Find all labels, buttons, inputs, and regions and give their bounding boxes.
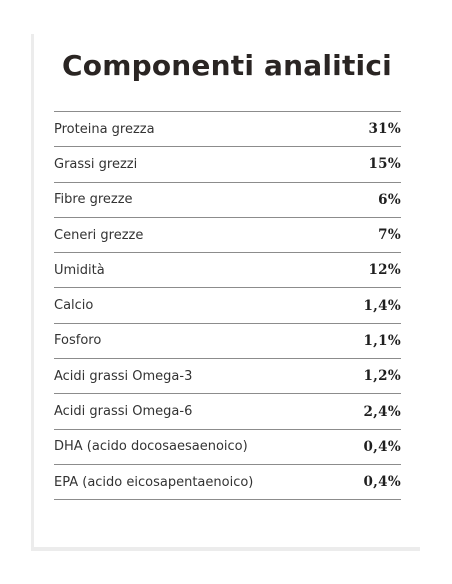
- table-row: Proteina grezza 31%: [54, 112, 401, 148]
- component-label: Ceneri grezze: [54, 227, 144, 243]
- component-value: 7%: [378, 227, 401, 244]
- component-label: Grassi grezzi: [54, 156, 138, 172]
- table-row: Fibre grezze 6%: [54, 183, 401, 218]
- table-row: Acidi grassi Omega-6 2,4%: [54, 394, 401, 430]
- component-label: Proteina grezza: [54, 121, 155, 137]
- card-shadow-left: [31, 34, 34, 550]
- component-label: Fosforo: [54, 333, 102, 349]
- component-value: 31%: [368, 121, 401, 138]
- table-row: Acidi grassi Omega-3 1,2%: [54, 359, 401, 395]
- component-label: DHA (acido docosaesaenoico): [54, 439, 248, 455]
- component-value: 1,1%: [363, 332, 401, 349]
- card-shadow-bottom: [31, 547, 420, 551]
- component-label: EPA (acido eicosapentaenoico): [54, 474, 254, 490]
- card-title: Componenti analitici: [62, 49, 392, 82]
- component-label: Calcio: [54, 298, 94, 314]
- component-value: 0,4%: [363, 474, 401, 491]
- component-value: 0,4%: [363, 438, 401, 455]
- table-row: EPA (acido eicosapentaenoico) 0,4%: [54, 465, 401, 501]
- component-label: Fibre grezze: [54, 192, 133, 208]
- component-value: 2,4%: [363, 403, 401, 420]
- table-row: Umidità 12%: [54, 253, 401, 289]
- table-row: Calcio 1,4%: [54, 288, 401, 324]
- analytical-components-table: Proteina grezza 31% Grassi grezzi 15% Fi…: [54, 111, 401, 501]
- component-label: Acidi grassi Omega-6: [54, 404, 193, 420]
- table-row: DHA (acido docosaesaenoico) 0,4%: [54, 430, 401, 465]
- analytical-components-card: Componenti analitici Proteina grezza 31%…: [34, 34, 420, 547]
- component-value: 12%: [368, 262, 401, 279]
- component-value: 1,2%: [363, 368, 401, 385]
- table-row: Grassi grezzi 15%: [54, 147, 401, 183]
- component-value: 15%: [368, 156, 401, 173]
- component-value: 6%: [378, 191, 401, 208]
- component-label: Acidi grassi Omega-3: [54, 368, 193, 384]
- table-row: Fosforo 1,1%: [54, 324, 401, 360]
- component-value: 1,4%: [363, 297, 401, 314]
- table-row: Ceneri grezze 7%: [54, 218, 401, 254]
- component-label: Umidità: [54, 262, 105, 278]
